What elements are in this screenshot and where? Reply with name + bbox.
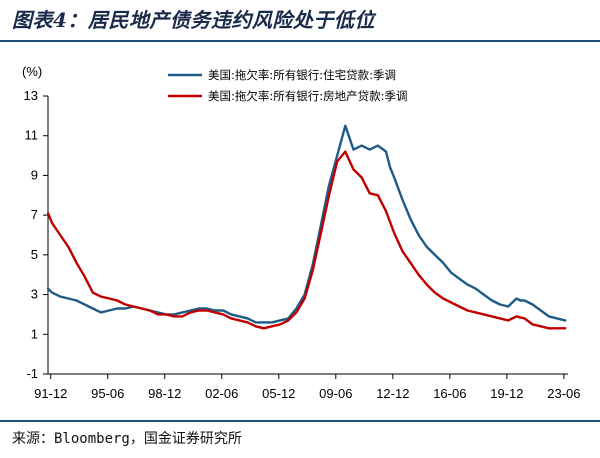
y-tick-label: 9 [31, 167, 38, 182]
bottom-rule [0, 420, 600, 422]
x-tick-label: 91-12 [34, 386, 67, 401]
y-tick-label: 11 [25, 128, 39, 143]
x-tick-label: 02-06 [205, 386, 238, 401]
x-tick-label: 95-06 [91, 386, 124, 401]
y-axis-unit-label: (%) [22, 64, 42, 79]
page-title: 图表4：居民地产债务违约风险处于低位 [12, 8, 375, 32]
title-rule [0, 40, 600, 42]
legend-label-2: 美国:拖欠率:所有银行:房地产贷款:季调 [208, 89, 408, 103]
x-tick-label: 09-06 [319, 386, 352, 401]
y-tick-label: 3 [31, 287, 38, 302]
y-tick-label: 5 [31, 247, 38, 262]
x-tick-label: 19-12 [490, 386, 523, 401]
x-tick-label: 16-06 [433, 386, 466, 401]
x-tick-label: 98-12 [148, 386, 181, 401]
series-line-2 [46, 150, 567, 330]
y-tick-label: 1 [31, 326, 38, 341]
legend-label-1: 美国:拖欠率:所有银行:住宅贷款:季调 [208, 68, 396, 82]
y-tick-label: -1 [26, 366, 38, 381]
source-note: 来源：Bloomberg，国金证券研究所 [12, 431, 242, 447]
x-tick-label: 23-06 [547, 386, 580, 401]
x-tick-label: 12-12 [376, 386, 409, 401]
x-tick-label: 05-12 [262, 386, 295, 401]
y-tick-label: 7 [31, 207, 38, 222]
series-lines [46, 124, 567, 330]
x-axis: 91-12 95-06 98-12 02-06 05-12 09-06 12-12 16-06… [34, 373, 581, 401]
y-tick-label: 13 [24, 88, 38, 103]
